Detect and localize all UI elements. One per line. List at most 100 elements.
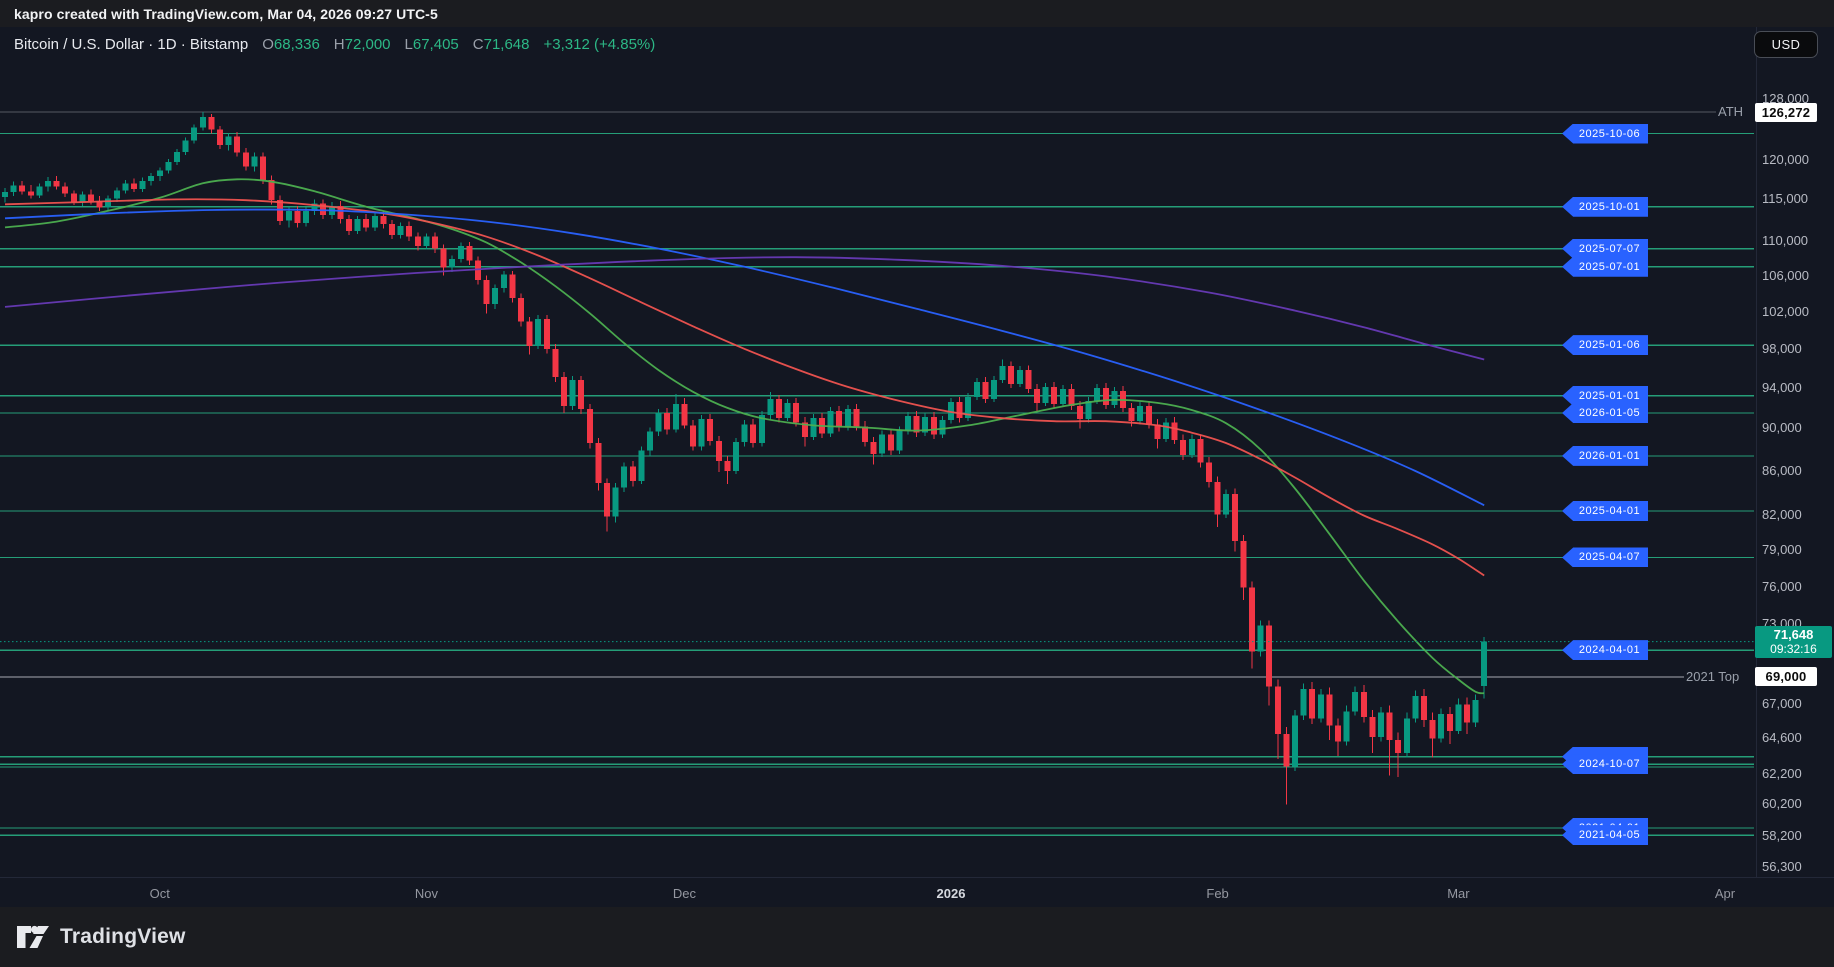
tradingview-logo[interactable]: TradingView <box>16 924 186 950</box>
candle <box>1051 381 1058 408</box>
symbol-title[interactable]: Bitcoin / U.S. Dollar · 1D · Bitstamp <box>14 36 249 53</box>
level-date-tag[interactable]: 2026-01-01 <box>1562 445 1648 466</box>
candle <box>1386 705 1393 776</box>
candle <box>139 177 146 193</box>
candle <box>629 461 636 487</box>
level-date-tag[interactable]: 2025-07-01 <box>1562 256 1648 277</box>
candle <box>492 284 499 309</box>
current-price-value: 71,648 <box>1773 627 1814 643</box>
candle <box>1317 689 1324 723</box>
time-axis-label: Nov <box>414 886 438 901</box>
level-date-tag[interactable]: 2025-01-06 <box>1562 335 1648 356</box>
bar-countdown: 09:32:16 <box>1770 642 1817 657</box>
candle <box>466 241 473 265</box>
candle <box>156 167 163 181</box>
candle <box>758 411 765 447</box>
time-axis-label: 2026 <box>936 886 966 901</box>
candle <box>1283 726 1290 805</box>
candle <box>1326 687 1333 740</box>
price-axis-label: 94,000 <box>1762 379 1802 395</box>
candle <box>793 397 800 427</box>
candle <box>853 403 860 431</box>
price-scale-border <box>1756 27 1757 877</box>
candle <box>1025 365 1032 393</box>
price-axis-label: 98,000 <box>1762 340 1802 356</box>
level-date-tag[interactable]: 2021-04-05 <box>1562 825 1648 846</box>
ohlc-open: O68,336 <box>262 36 320 53</box>
candle <box>1343 705 1350 746</box>
candle <box>672 393 679 433</box>
candle <box>217 126 223 149</box>
candle <box>1180 434 1187 461</box>
candle <box>1034 383 1040 412</box>
price-axis-label: 76,000 <box>1762 578 1802 594</box>
ohlc-close: C71,648 <box>472 36 530 53</box>
candle <box>1378 707 1384 742</box>
candle <box>346 215 352 235</box>
candle <box>776 394 782 423</box>
time-axis-label: Oct <box>149 886 170 901</box>
top2021-line-label: 2021 Top <box>1686 668 1740 684</box>
candle <box>10 181 17 197</box>
candle <box>1016 366 1023 387</box>
candle <box>569 376 576 410</box>
candle <box>509 271 516 303</box>
level-date-tag[interactable]: 2025-10-06 <box>1562 123 1648 144</box>
level-date-tag[interactable]: 2024-10-07 <box>1562 754 1648 775</box>
level-date-tag[interactable]: 2025-04-07 <box>1562 547 1648 568</box>
time-axis-label: Dec <box>672 886 696 901</box>
level-date-tag[interactable]: 2025-10-01 <box>1562 196 1648 217</box>
candle <box>595 437 602 491</box>
candle <box>724 455 731 485</box>
price-axis-label: 120,000 <box>1762 151 1809 167</box>
price-axis-label: 86,000 <box>1762 462 1802 478</box>
candle <box>1429 712 1436 758</box>
candle <box>62 182 69 197</box>
tradingview-logo-icon <box>17 925 49 948</box>
candle <box>1042 382 1049 406</box>
price-axis-label: 79,000 <box>1762 542 1802 558</box>
candle <box>475 256 481 285</box>
candle <box>1223 489 1230 518</box>
levels-group <box>0 132 1754 836</box>
level-date-tag[interactable]: 2026-01-05 <box>1562 403 1648 424</box>
candle <box>1438 708 1445 743</box>
candle <box>999 359 1006 383</box>
candle <box>1188 434 1195 458</box>
candle <box>612 483 619 523</box>
candle <box>303 207 309 227</box>
price-change: +3,312 (+4.85%) <box>543 36 656 53</box>
candle <box>320 199 327 220</box>
price-axis-label: 60,200 <box>1762 796 1802 812</box>
candle <box>199 112 206 131</box>
candle <box>956 396 963 423</box>
price-axis-label: 67,000 <box>1762 696 1802 712</box>
candle <box>1464 697 1470 735</box>
candle <box>930 412 937 439</box>
candle <box>698 415 705 451</box>
level-date-tag[interactable]: 2025-01-01 <box>1562 385 1648 406</box>
candle <box>363 214 370 232</box>
candle <box>165 158 172 174</box>
currency-toggle-button[interactable]: USD <box>1754 31 1818 58</box>
candle <box>690 420 696 451</box>
candle <box>948 397 954 424</box>
candle <box>45 176 51 192</box>
candle <box>1455 698 1462 735</box>
candle <box>27 184 34 199</box>
level-date-tag[interactable]: 2025-04-01 <box>1562 500 1648 521</box>
candle <box>681 397 688 429</box>
candle <box>380 211 387 229</box>
candle <box>1335 718 1341 756</box>
attribution-bar: kapro created with TradingView.com, Mar … <box>0 0 1834 27</box>
candle <box>741 420 748 447</box>
candle <box>543 315 550 354</box>
tradingview-wordmark: TradingView <box>60 925 186 948</box>
candle <box>1240 535 1247 601</box>
candle <box>836 405 843 432</box>
candle <box>260 152 266 185</box>
level-date-tag[interactable]: 2025-07-07 <box>1562 238 1648 259</box>
level-date-tag[interactable]: 2024-04-01 <box>1562 640 1648 661</box>
time-scale[interactable]: Oct Nov Dec 2026 Feb Mar Apr <box>0 877 1834 908</box>
